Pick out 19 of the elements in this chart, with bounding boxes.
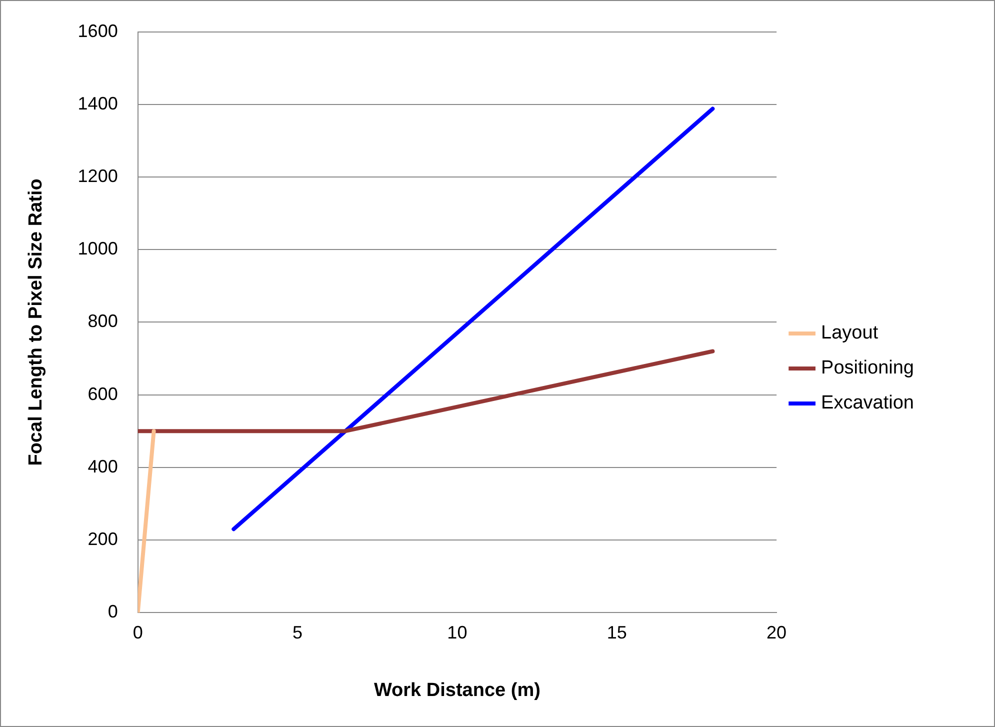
y-axis-title: Focal Length to Pixel Size Ratio	[26, 178, 47, 466]
legend-label: Layout	[821, 322, 879, 344]
legend-label: Positioning	[821, 358, 914, 379]
y-tick-label: 1200	[78, 166, 118, 186]
x-tick-label: 20	[766, 622, 787, 642]
x-tick-label: 15	[606, 622, 627, 642]
y-tick-label: 1600	[78, 20, 118, 41]
y-tick-label: 0	[108, 602, 118, 622]
x-axis-title: Work Distance (m)	[374, 680, 540, 701]
y-tick-label: 600	[88, 384, 118, 404]
x-tick-label: 5	[292, 622, 303, 642]
y-tick-label: 1400	[78, 93, 118, 114]
y-tick-label: 1000	[78, 238, 118, 259]
y-tick-label: 400	[88, 456, 118, 476]
y-tick-label: 800	[88, 311, 118, 332]
x-tick-label: 0	[132, 622, 143, 642]
legend-label: Excavation	[821, 392, 914, 414]
y-tick-label: 200	[88, 528, 118, 549]
x-tick-label: 10	[447, 622, 468, 642]
